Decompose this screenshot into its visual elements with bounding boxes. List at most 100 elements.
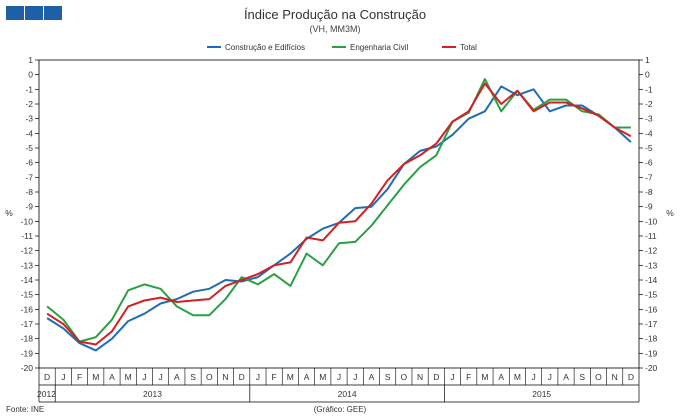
y-tick-label-right: -8 bbox=[645, 187, 653, 197]
month-label: M bbox=[287, 372, 294, 382]
y-tick-label-right: 0 bbox=[645, 70, 650, 80]
legend-label: Total bbox=[460, 43, 477, 52]
y-tick-label-left: -7 bbox=[25, 172, 33, 182]
year-label: 2013 bbox=[143, 389, 162, 399]
month-label: F bbox=[272, 372, 277, 382]
series-line-3 bbox=[46, 82, 632, 346]
chart-subtitle: (VH, MM3M) bbox=[310, 24, 361, 34]
y-tick-label-right: -4 bbox=[645, 128, 653, 138]
legend-label: Construção e Edifícios bbox=[225, 43, 305, 52]
y-tick-label-right: -17 bbox=[645, 319, 658, 329]
y-tick-label-left: -14 bbox=[21, 275, 34, 285]
month-label: M bbox=[92, 372, 99, 382]
y-tick-label-left: -17 bbox=[21, 319, 34, 329]
y-tick-label-right: -7 bbox=[645, 172, 653, 182]
month-label: A bbox=[563, 372, 569, 382]
month-label: N bbox=[417, 372, 423, 382]
y-tick-label-left: 0 bbox=[28, 70, 33, 80]
y-tick-label-right: -5 bbox=[645, 143, 653, 153]
y-tick-label-left: -6 bbox=[25, 158, 33, 168]
series-group bbox=[46, 78, 632, 352]
month-label: J bbox=[353, 372, 357, 382]
credit-note: (Gráfico: GEE) bbox=[314, 405, 367, 414]
y-tick-label-right: -6 bbox=[645, 158, 653, 168]
y-tick-label-left: -10 bbox=[21, 216, 34, 226]
y-tick-label-right: -15 bbox=[645, 290, 658, 300]
logo-square-3 bbox=[44, 6, 62, 20]
y-tick-label-left: -20 bbox=[21, 363, 34, 373]
month-label: J bbox=[548, 372, 552, 382]
month-label: J bbox=[61, 372, 65, 382]
plot-frame bbox=[38, 59, 640, 369]
legend-label: Engenharia Civil bbox=[350, 43, 408, 52]
logo-square-1 bbox=[6, 6, 24, 20]
month-label: J bbox=[158, 372, 162, 382]
y-tick-label-right: -2 bbox=[645, 99, 653, 109]
logo-square-2 bbox=[25, 6, 43, 20]
month-label: D bbox=[433, 372, 439, 382]
month-label: A bbox=[369, 372, 375, 382]
month-label: J bbox=[337, 372, 341, 382]
month-label: F bbox=[466, 372, 471, 382]
month-label: O bbox=[595, 372, 602, 382]
month-label: J bbox=[450, 372, 454, 382]
y-axis-right: 1 0 -1 -2 -3 -4 -5 -6 -7 -8 -9 -10 -11 -12 -13 -14 -15 -1… bbox=[639, 55, 658, 373]
year-label: 2014 bbox=[338, 389, 357, 399]
y-tick-label-right: -9 bbox=[645, 202, 653, 212]
y-tick-label-right: -10 bbox=[645, 216, 658, 226]
y-tick-label-left: -4 bbox=[25, 128, 33, 138]
y-tick-label-right: -12 bbox=[645, 246, 658, 256]
y-tick-label-right: 1 bbox=[645, 55, 650, 65]
y-tick-label-left: -12 bbox=[21, 246, 34, 256]
month-label: S bbox=[190, 372, 196, 382]
source-note: Fonte: INE bbox=[6, 405, 44, 414]
month-label: F bbox=[77, 372, 82, 382]
y-tick-label-left: -8 bbox=[25, 187, 33, 197]
y-tick-label-left: -19 bbox=[21, 348, 34, 358]
legend: Construção e Edifícios Engenharia Civil To… bbox=[207, 43, 477, 52]
series-line-2 bbox=[46, 78, 631, 343]
year-label: 2012 bbox=[37, 389, 56, 399]
series-line-1 bbox=[46, 85, 632, 352]
chart-title: Índice Produção na Construção bbox=[244, 7, 426, 22]
y-tick-label-left: -13 bbox=[21, 260, 34, 270]
month-label: N bbox=[612, 372, 618, 382]
month-label: M bbox=[319, 372, 326, 382]
month-label: M bbox=[514, 372, 521, 382]
month-label: A bbox=[109, 372, 115, 382]
y-axis-label-left: % bbox=[5, 208, 13, 218]
y-tick-label-left: -9 bbox=[25, 202, 33, 212]
y-tick-label-left: -11 bbox=[21, 231, 33, 241]
y-axis-left: 1 0 -1 -2 -3 -4 -5 -6 -7 -8 -9 -10 -11 -12 -13 -14 -15 -1… bbox=[21, 55, 39, 373]
y-tick-label-right: -20 bbox=[645, 363, 658, 373]
month-label: M bbox=[481, 372, 488, 382]
y-tick-label-left: 1 bbox=[28, 55, 33, 65]
x-axis: D J F M A M J J A S O N D J F M A M J J A S O N D J F M A M J J A S O N D201… bbox=[37, 368, 640, 403]
y-tick-label-left: -16 bbox=[21, 304, 34, 314]
month-label: J bbox=[531, 372, 535, 382]
year-label: 2015 bbox=[532, 389, 551, 399]
y-tick-label-right: -1 bbox=[645, 84, 653, 94]
month-label: D bbox=[628, 372, 634, 382]
y-tick-label-left: -1 bbox=[25, 84, 33, 94]
y-tick-label-left: -15 bbox=[21, 290, 34, 300]
month-label: A bbox=[174, 372, 180, 382]
y-tick-label-left: -2 bbox=[25, 99, 33, 109]
month-label: J bbox=[142, 372, 146, 382]
y-tick-label-right: -11 bbox=[645, 231, 657, 241]
month-label: N bbox=[222, 372, 228, 382]
y-tick-label-right: -16 bbox=[645, 304, 658, 314]
y-tick-label-right: -14 bbox=[645, 275, 658, 285]
month-label: M bbox=[125, 372, 132, 382]
month-label: D bbox=[44, 372, 50, 382]
y-tick-label-left: -18 bbox=[21, 334, 34, 344]
month-label: D bbox=[239, 372, 245, 382]
y-axis-label-right: % bbox=[666, 208, 674, 218]
y-tick-label-left: -5 bbox=[25, 143, 33, 153]
y-tick-label-right: -18 bbox=[645, 334, 658, 344]
month-label: S bbox=[385, 372, 391, 382]
y-tick-label-right: -19 bbox=[645, 348, 658, 358]
month-label: J bbox=[256, 372, 260, 382]
month-label: S bbox=[579, 372, 585, 382]
